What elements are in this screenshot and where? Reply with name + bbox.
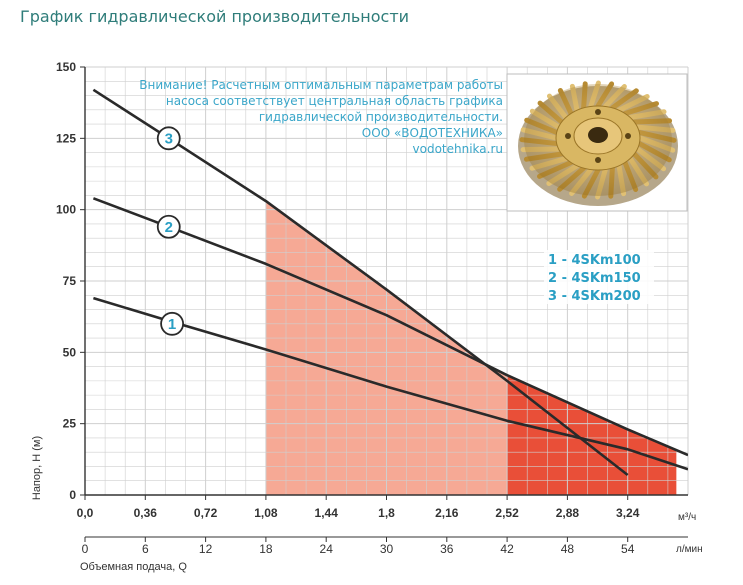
x-unit-secondary: л/мин bbox=[676, 544, 703, 555]
note-line: ООО «ВОДОТЕХНИКА» bbox=[362, 126, 503, 140]
curve-marker-3 bbox=[156, 126, 181, 151]
y-axis-label: Напор, H (м) bbox=[31, 436, 43, 500]
y-tick-label: 125 bbox=[56, 131, 76, 145]
y-tick-label: 50 bbox=[63, 345, 77, 359]
curve-marker-label: 1 bbox=[168, 316, 176, 333]
impeller-image bbox=[518, 80, 678, 206]
x-tick-label-primary: 0,0 bbox=[77, 506, 94, 520]
y-tick-label: 75 bbox=[63, 274, 77, 288]
highlight-region bbox=[507, 375, 677, 495]
curve-marker-label: 2 bbox=[165, 219, 173, 236]
x-tick-label-secondary: 42 bbox=[500, 542, 514, 556]
x-tick-label-secondary: 24 bbox=[320, 542, 334, 556]
x-tick-label-secondary: 48 bbox=[561, 542, 575, 556]
curve-3 bbox=[92, 88, 629, 477]
x-tick-label-secondary: 0 bbox=[82, 542, 89, 556]
x-tick-label-primary: 2,88 bbox=[556, 506, 580, 520]
x-tick-label-primary: 2,52 bbox=[495, 506, 519, 520]
x-tick-label-primary: 0,36 bbox=[134, 506, 158, 520]
x-tick-label-primary: 1,8 bbox=[378, 506, 395, 520]
x-tick-label-primary: 3,24 bbox=[616, 506, 640, 520]
y-tick-label: 25 bbox=[63, 417, 77, 431]
optimal-regions bbox=[265, 201, 677, 495]
note-line: Внимание! Расчетным оптимальным параметр… bbox=[139, 78, 503, 92]
x-tick-label-secondary: 54 bbox=[621, 542, 635, 556]
note-line: насоса соответствует центральная область… bbox=[166, 94, 503, 108]
x-tick-label-primary: 2,16 bbox=[435, 506, 459, 520]
curve-marker-label: 3 bbox=[165, 130, 173, 147]
legend-entry: 2 - 4SKm150 bbox=[548, 271, 641, 286]
page-title: График гидравлической производительности bbox=[20, 7, 410, 26]
x-tick-label-secondary: 30 bbox=[380, 542, 394, 556]
chart-legend: 1 - 4SKm100 2 - 4SKm150 3 - 4SKm200 bbox=[544, 250, 654, 304]
y-tick-label: 100 bbox=[56, 203, 76, 217]
legend-background bbox=[544, 250, 654, 304]
x-tick-label-secondary: 36 bbox=[440, 542, 454, 556]
y-tick-label: 150 bbox=[56, 60, 76, 74]
legend-entry: 3 - 4SKm200 bbox=[548, 289, 641, 304]
x-tick-label-secondary: 6 bbox=[142, 542, 149, 556]
note-line: гидравлической производительности. bbox=[259, 110, 503, 124]
x-tick-label-secondary: 12 bbox=[199, 542, 213, 556]
x-axis-label: Объемная подача, Q bbox=[80, 561, 187, 573]
y-tick-label: 0 bbox=[69, 488, 76, 502]
curve-marker-2 bbox=[156, 214, 181, 239]
note-line: vodotehnika.ru bbox=[413, 142, 503, 156]
product-photo bbox=[506, 73, 688, 212]
curve-marker-1 bbox=[160, 311, 185, 336]
x-tick-label-secondary: 18 bbox=[259, 542, 273, 556]
axis-ticks: 0 25 50 75 100 125 150 0,0 0,36 0,72 1,08 1,44 1,8 2,… bbox=[56, 60, 640, 556]
x-tick-label-primary: 0,72 bbox=[194, 506, 218, 520]
chart-note: Внимание! Расчетным оптимальным параметр… bbox=[139, 78, 503, 156]
x-unit-primary: м³/ч bbox=[678, 512, 696, 523]
curve-markers: 1 2 3 bbox=[156, 126, 185, 336]
x-tick-label-primary: 1,44 bbox=[315, 506, 339, 520]
legend-entry: 1 - 4SKm100 bbox=[548, 253, 641, 268]
x-tick-label-primary: 1,08 bbox=[254, 506, 278, 520]
